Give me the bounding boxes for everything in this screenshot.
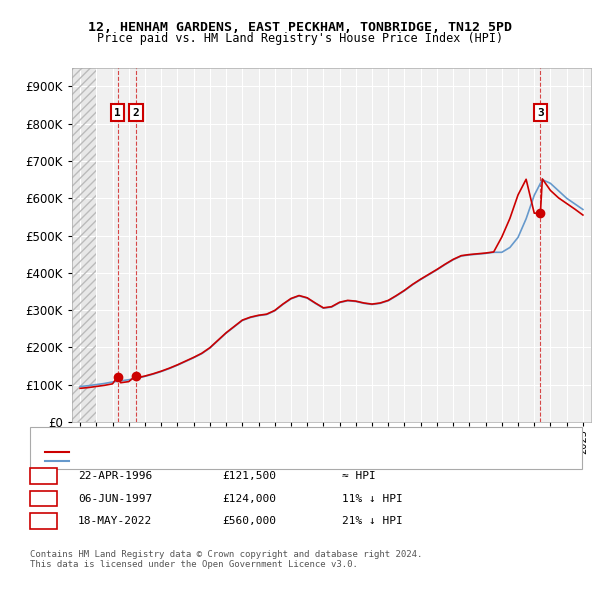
Text: 12, HENHAM GARDENS, EAST PECKHAM, TONBRIDGE, TN12 5PD: 12, HENHAM GARDENS, EAST PECKHAM, TONBRI… xyxy=(88,21,512,34)
Text: £124,000: £124,000 xyxy=(222,494,276,503)
Bar xyxy=(72,68,97,422)
Text: 2: 2 xyxy=(40,494,47,503)
Text: 3: 3 xyxy=(537,107,544,117)
Text: £121,500: £121,500 xyxy=(222,471,276,481)
Text: ≈ HPI: ≈ HPI xyxy=(342,471,376,481)
Text: 12, HENHAM GARDENS, EAST PECKHAM, TONBRIDGE, TN12 5PD (detached house): 12, HENHAM GARDENS, EAST PECKHAM, TONBRI… xyxy=(72,447,483,457)
Bar xyxy=(72,68,97,422)
Text: 22-APR-1996: 22-APR-1996 xyxy=(78,471,152,481)
Text: 1: 1 xyxy=(114,107,121,117)
Text: HPI: Average price, detached house, Tonbridge and Malling: HPI: Average price, detached house, Tonb… xyxy=(72,457,407,466)
Text: 18-MAY-2022: 18-MAY-2022 xyxy=(78,516,152,526)
Text: 21% ↓ HPI: 21% ↓ HPI xyxy=(342,516,403,526)
Text: Price paid vs. HM Land Registry's House Price Index (HPI): Price paid vs. HM Land Registry's House … xyxy=(97,32,503,45)
Text: 06-JUN-1997: 06-JUN-1997 xyxy=(78,494,152,503)
Text: £560,000: £560,000 xyxy=(222,516,276,526)
Text: 11% ↓ HPI: 11% ↓ HPI xyxy=(342,494,403,503)
Text: 3: 3 xyxy=(40,516,47,526)
Text: Contains HM Land Registry data © Crown copyright and database right 2024.
This d: Contains HM Land Registry data © Crown c… xyxy=(30,550,422,569)
Text: 2: 2 xyxy=(133,107,139,117)
Text: 1: 1 xyxy=(40,471,47,481)
